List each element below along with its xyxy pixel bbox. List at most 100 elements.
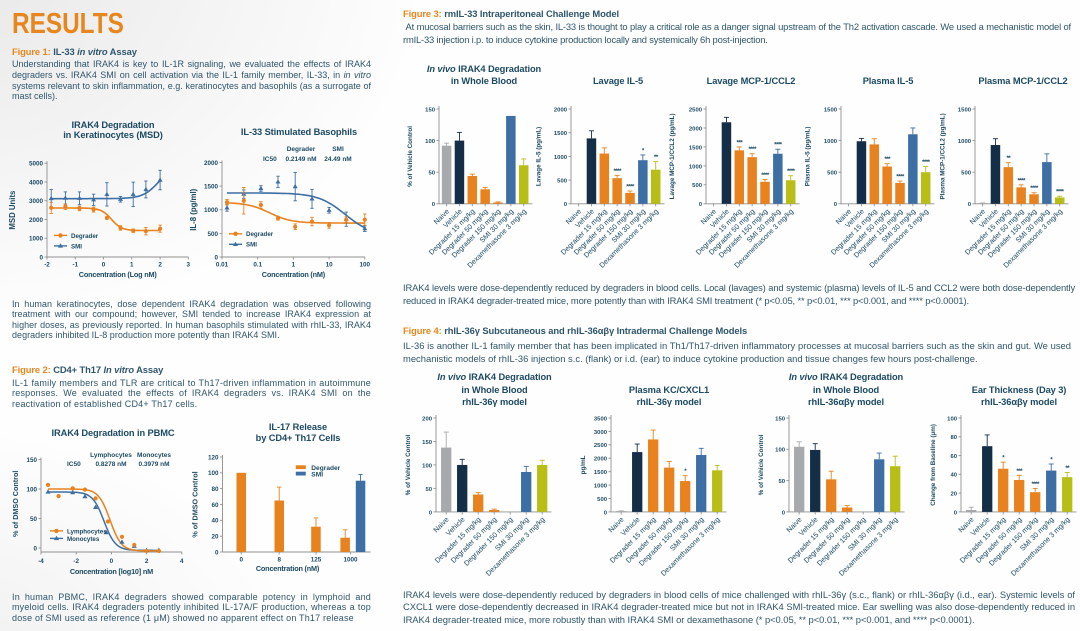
svg-text:****: **** <box>1031 185 1040 192</box>
svg-text:****: **** <box>749 146 758 153</box>
svg-text:2000: 2000 <box>593 456 607 462</box>
svg-text:1500: 1500 <box>204 184 219 191</box>
svg-text:****: **** <box>922 159 931 166</box>
svg-text:120: 120 <box>208 454 219 461</box>
svg-text:*: * <box>642 148 645 155</box>
svg-text:1500: 1500 <box>554 131 568 137</box>
svg-text:2000: 2000 <box>689 127 703 133</box>
svg-text:1000: 1000 <box>824 139 838 145</box>
svg-text:0: 0 <box>39 254 43 261</box>
svg-text:60: 60 <box>950 454 957 460</box>
svg-text:50: 50 <box>779 479 786 485</box>
svg-text:3000: 3000 <box>593 429 607 435</box>
svg-text:1000: 1000 <box>204 207 219 214</box>
svg-text:****: **** <box>1018 177 1027 184</box>
svg-text:Plasma IL-5 (pg/mL): Plasma IL-5 (pg/mL) <box>805 127 812 187</box>
svg-text:1: 1 <box>292 262 296 269</box>
svg-text:200: 200 <box>423 416 434 422</box>
svg-text:1000: 1000 <box>593 483 607 489</box>
svg-text:-2: -2 <box>73 558 79 565</box>
svg-text:0: 0 <box>33 545 37 552</box>
svg-text:150: 150 <box>423 439 434 445</box>
svg-text:80: 80 <box>950 435 957 441</box>
svg-text:SMI: SMI <box>311 471 323 478</box>
svg-text:Monocytes: Monocytes <box>67 536 100 543</box>
svg-text:-1: -1 <box>72 262 78 269</box>
svg-text:Degrader: Degrader <box>246 231 274 238</box>
svg-text:20: 20 <box>211 534 219 541</box>
svg-text:40: 40 <box>211 518 219 525</box>
svg-text:0: 0 <box>953 510 957 516</box>
svg-text:% of Vehicle Control: % of Vehicle Control <box>758 434 765 495</box>
svg-text:****: **** <box>775 142 784 149</box>
svg-text:-2: -2 <box>44 262 50 269</box>
svg-text:Plasma MCP-1/CCL2 (pg/mL): Plasma MCP-1/CCL2 (pg/mL) <box>940 113 947 199</box>
svg-text:Degrader: Degrader <box>71 233 99 240</box>
svg-text:****: **** <box>762 172 771 179</box>
svg-text:****: **** <box>613 168 622 175</box>
svg-text:3000: 3000 <box>29 198 44 205</box>
svg-text:0: 0 <box>239 557 243 564</box>
svg-text:IL-8 (pg/ml): IL-8 (pg/ml) <box>189 188 198 230</box>
svg-text:SMI: SMI <box>246 242 257 249</box>
svg-text:3: 3 <box>187 262 191 269</box>
svg-text:**: ** <box>1065 465 1070 472</box>
svg-text:****: **** <box>1056 189 1065 196</box>
svg-text:50: 50 <box>426 486 433 492</box>
svg-text:100: 100 <box>425 139 436 145</box>
svg-text:1000: 1000 <box>343 557 358 564</box>
svg-text:150: 150 <box>425 108 436 114</box>
svg-text:0.1: 0.1 <box>253 262 262 269</box>
svg-text:% of DMSO Control: % of DMSO Control <box>191 471 200 537</box>
svg-text:0: 0 <box>215 549 219 556</box>
svg-text:100: 100 <box>360 262 371 269</box>
svg-text:100: 100 <box>947 416 958 422</box>
svg-text:150: 150 <box>775 416 786 422</box>
svg-text:1000: 1000 <box>958 139 972 145</box>
svg-text:Concentration (Log nM): Concentration (Log nM) <box>79 270 158 279</box>
svg-text:****: **** <box>897 174 906 181</box>
svg-text:0: 0 <box>102 262 106 269</box>
svg-text:4: 4 <box>180 558 184 565</box>
svg-text:500: 500 <box>693 183 704 189</box>
svg-text:****: **** <box>787 168 796 175</box>
svg-text:8: 8 <box>277 557 281 564</box>
svg-text:SMI: SMI <box>71 243 82 250</box>
svg-text:0.01: 0.01 <box>216 262 229 269</box>
svg-text:50: 50 <box>30 516 38 523</box>
svg-text:0: 0 <box>834 202 838 208</box>
svg-text:20: 20 <box>950 491 957 497</box>
svg-text:80: 80 <box>211 486 219 493</box>
svg-text:100: 100 <box>775 447 786 453</box>
svg-text:2000: 2000 <box>204 160 219 167</box>
svg-text:MSD Units: MSD Units <box>8 190 17 230</box>
svg-text:Lavage MCP-1/CCL2 (pg/mL): Lavage MCP-1/CCL2 (pg/mL) <box>669 114 676 200</box>
svg-text:2: 2 <box>158 262 162 269</box>
svg-text:500: 500 <box>557 179 568 185</box>
svg-text:500: 500 <box>597 496 608 502</box>
svg-text:1000: 1000 <box>554 155 568 161</box>
svg-text:2000: 2000 <box>29 217 44 224</box>
svg-text:****: **** <box>626 184 635 191</box>
svg-text:2: 2 <box>145 558 149 565</box>
svg-text:pg/mL: pg/mL <box>580 455 587 474</box>
svg-text:1500: 1500 <box>689 145 703 151</box>
svg-text:0: 0 <box>699 202 703 208</box>
svg-text:0: 0 <box>782 510 786 516</box>
svg-text:0: 0 <box>564 202 568 208</box>
svg-text:100: 100 <box>26 486 37 493</box>
svg-text:10: 10 <box>326 262 334 269</box>
svg-text:Degrader: Degrader <box>311 465 340 472</box>
svg-text:**: ** <box>654 154 659 161</box>
svg-text:0: 0 <box>603 510 607 516</box>
svg-text:***: *** <box>737 140 744 147</box>
svg-text:Concentration [log10] nM: Concentration [log10] nM <box>70 567 153 576</box>
svg-text:Lymphocytes: Lymphocytes <box>67 528 107 535</box>
svg-text:1000: 1000 <box>689 164 703 170</box>
svg-text:**: ** <box>1007 155 1012 162</box>
svg-text:500: 500 <box>828 171 839 177</box>
svg-text:1: 1 <box>130 262 134 269</box>
svg-text:125: 125 <box>311 557 322 564</box>
svg-text:100: 100 <box>423 463 434 469</box>
svg-text:0: 0 <box>110 558 114 565</box>
